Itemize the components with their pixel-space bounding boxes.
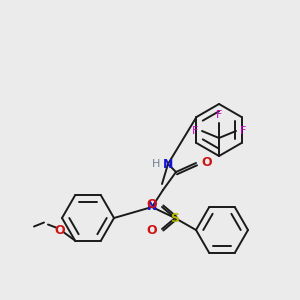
Text: S: S — [170, 212, 179, 224]
Text: H: H — [152, 159, 160, 169]
Text: O: O — [146, 224, 157, 238]
Text: N: N — [147, 200, 157, 214]
Text: N: N — [163, 158, 173, 170]
Text: F: F — [192, 126, 198, 136]
Text: O: O — [55, 224, 65, 237]
Text: F: F — [216, 110, 222, 120]
Text: F: F — [240, 126, 246, 136]
Text: O: O — [201, 157, 211, 169]
Text: O: O — [146, 199, 157, 212]
